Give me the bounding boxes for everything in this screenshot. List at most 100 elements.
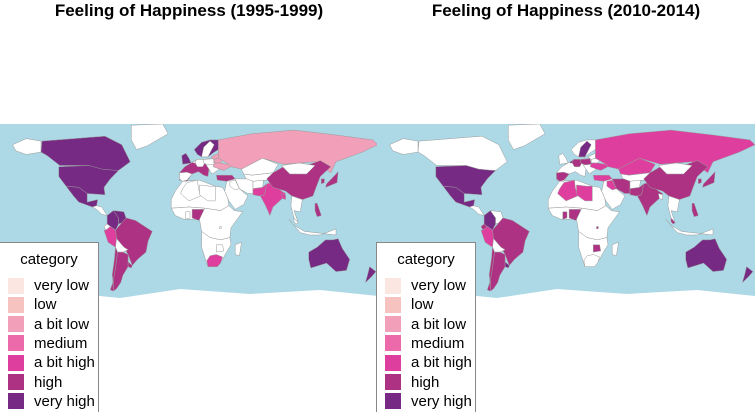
region-malaysia — [670, 217, 676, 225]
region-iraq — [606, 179, 617, 191]
legend-title: category — [397, 251, 455, 268]
legend-item: medium — [8, 334, 87, 353]
legend-item: low — [8, 295, 57, 314]
region-philippines — [314, 203, 322, 218]
legend-label: high — [411, 373, 440, 391]
legend-item: medium — [385, 334, 464, 353]
region-south-africa — [583, 254, 600, 267]
legend-label: medium — [34, 334, 88, 352]
legend-label: a bit high — [411, 354, 472, 372]
region-indonesia — [288, 219, 337, 236]
region-ukraine — [212, 162, 232, 171]
region-ghana — [562, 211, 568, 220]
map-title-2010-2014: Feeling of Happiness (2010-2014) — [431, 1, 701, 20]
region-uruguay — [504, 261, 510, 269]
region-indonesia — [665, 219, 714, 236]
region-germany — [195, 159, 206, 167]
region-south-korea — [698, 178, 702, 185]
region-libya — [576, 184, 593, 202]
region-sweden — [201, 140, 215, 158]
legend-swatch — [385, 374, 401, 390]
legend-item: a bit high — [385, 353, 472, 372]
region-new-zealand — [741, 266, 754, 284]
region-poland — [203, 158, 215, 166]
region-mongolia — [280, 162, 316, 175]
legend-item: a bit low — [8, 315, 89, 334]
legend-swatch — [385, 316, 401, 333]
region-greenland — [508, 124, 546, 150]
legend-swatch — [8, 296, 24, 313]
legend-swatch — [8, 277, 24, 294]
region-ukraine — [589, 162, 609, 171]
legend-item: low — [385, 295, 434, 314]
region-mexico — [442, 185, 476, 208]
region-bangladesh — [281, 193, 286, 200]
region-germany — [572, 159, 583, 167]
region-poland — [580, 158, 592, 166]
legend-swatch — [385, 277, 401, 294]
region-rwanda — [219, 226, 222, 229]
legend-2010-2014: category very low low a bit low medium a bit… — [376, 242, 476, 412]
legend-item: very low — [385, 276, 466, 295]
region-united-kingdom — [181, 152, 192, 165]
legend-swatch — [385, 296, 401, 313]
region-australia — [308, 238, 350, 272]
legend-label: very high — [34, 392, 95, 410]
region-japan — [702, 170, 716, 188]
region-argentina — [490, 251, 506, 292]
legend-swatch — [385, 354, 401, 371]
legend-swatch — [8, 316, 24, 333]
legend-swatch — [8, 374, 24, 390]
legend-label: medium — [411, 334, 465, 352]
region-south-korea — [321, 178, 325, 185]
region-south-africa — [206, 254, 223, 267]
legend-label: low — [411, 296, 434, 314]
region-southeast-asia — [667, 195, 680, 223]
legend-item: a bit low — [385, 315, 466, 334]
legend-label: a bit high — [34, 354, 95, 372]
region-russia — [218, 129, 378, 174]
legend-label: very low — [411, 277, 467, 294]
region-sweden — [578, 140, 592, 158]
legend-label: low — [34, 296, 57, 314]
region-bangladesh — [658, 193, 663, 200]
legend-swatch — [8, 354, 24, 371]
region-ghana — [185, 211, 191, 220]
legend-swatch — [385, 393, 401, 410]
region-india — [260, 182, 286, 217]
region-spain — [179, 171, 193, 182]
region-spain — [556, 171, 570, 182]
region-malaysia — [293, 217, 299, 225]
legend-title: category — [20, 251, 78, 268]
region-philippines — [691, 203, 699, 218]
legend-label: very low — [34, 277, 90, 294]
region-madagascar — [611, 241, 619, 257]
region-iraq — [229, 179, 240, 191]
legend-label: a bit low — [34, 315, 90, 333]
region-zimbabwe — [216, 244, 224, 253]
legend-label: very high — [411, 392, 472, 410]
region-australia — [685, 238, 727, 272]
region-india — [637, 182, 663, 217]
legend-item: very low — [8, 276, 89, 295]
region-new-zealand — [364, 266, 377, 284]
region-zimbabwe — [593, 244, 601, 253]
region-united-kingdom — [558, 152, 569, 165]
region-libya — [199, 184, 216, 202]
legend-swatch — [8, 335, 24, 352]
legend-label: high — [34, 373, 63, 391]
legend-swatch — [385, 335, 401, 352]
region-mexico — [65, 185, 99, 208]
region-argentina — [113, 251, 129, 292]
region-japan — [325, 170, 339, 188]
legend-item: high — [385, 373, 439, 392]
region-russia — [595, 129, 755, 174]
legend-item: very high — [8, 392, 95, 411]
region-rwanda — [596, 226, 599, 229]
region-uruguay — [127, 261, 133, 269]
legend-item: high — [8, 373, 62, 392]
legend-1995-1999: category very low low a bit low medium a bit… — [0, 242, 99, 412]
legend-label: a bit low — [411, 315, 467, 333]
region-mongolia — [657, 162, 693, 175]
map-title-1995-1999: Feeling of Happiness (1995-1999) — [54, 1, 324, 20]
